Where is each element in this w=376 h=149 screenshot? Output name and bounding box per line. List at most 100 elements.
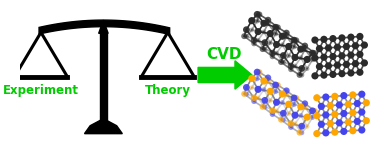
Circle shape [248,17,255,24]
Circle shape [310,57,315,62]
Circle shape [329,35,337,42]
Circle shape [293,37,299,43]
Circle shape [356,51,364,58]
Circle shape [311,37,318,44]
Circle shape [329,71,337,78]
Circle shape [288,67,294,72]
Circle shape [243,26,250,33]
Circle shape [291,102,297,107]
Circle shape [256,11,262,17]
Circle shape [358,91,365,98]
Circle shape [254,69,261,76]
Circle shape [267,88,274,95]
Circle shape [291,94,297,101]
Circle shape [268,41,273,45]
Circle shape [305,66,309,71]
Circle shape [260,77,267,85]
Circle shape [334,44,341,51]
Circle shape [291,112,299,119]
Circle shape [358,126,365,134]
Circle shape [336,119,343,127]
Circle shape [265,74,271,81]
Circle shape [278,59,284,65]
Text: Theory: Theory [145,84,191,97]
Circle shape [293,64,297,68]
Circle shape [278,117,284,123]
Circle shape [249,28,254,32]
Circle shape [298,65,305,72]
Circle shape [299,130,304,135]
Circle shape [318,121,325,128]
Text: Experiment: Experiment [3,84,79,97]
Circle shape [325,62,332,69]
Circle shape [297,72,303,78]
Circle shape [260,46,265,52]
FancyArrow shape [198,61,252,89]
Circle shape [288,63,294,69]
Circle shape [345,101,352,108]
Circle shape [265,21,271,26]
Circle shape [273,31,278,36]
Circle shape [280,52,287,59]
Circle shape [255,76,260,81]
Circle shape [316,63,323,70]
Circle shape [349,127,356,134]
Circle shape [338,70,346,77]
Circle shape [302,104,308,110]
Circle shape [299,113,303,118]
Circle shape [256,96,261,100]
Circle shape [285,43,292,50]
Circle shape [318,103,325,110]
Circle shape [322,129,329,136]
Circle shape [340,128,347,135]
Polygon shape [100,33,107,122]
Circle shape [279,33,286,40]
Circle shape [284,91,289,97]
Circle shape [275,82,281,88]
Circle shape [251,99,257,104]
Circle shape [283,30,290,36]
Circle shape [363,99,370,106]
Circle shape [285,101,292,108]
Circle shape [291,54,299,61]
Circle shape [255,18,260,23]
Circle shape [260,104,265,110]
Circle shape [313,130,320,137]
Circle shape [347,34,355,41]
Circle shape [349,109,356,116]
Circle shape [316,45,323,52]
Text: CVD: CVD [206,47,242,62]
Circle shape [356,69,364,76]
Circle shape [343,61,350,68]
Circle shape [347,51,355,59]
Circle shape [320,72,327,79]
Circle shape [260,20,267,27]
Circle shape [280,100,285,105]
Circle shape [262,47,267,52]
Circle shape [261,97,268,104]
Circle shape [352,42,359,49]
Circle shape [343,43,350,50]
Circle shape [293,95,299,101]
Circle shape [297,46,304,53]
Circle shape [256,69,262,75]
Circle shape [331,93,338,100]
Circle shape [340,110,347,117]
Circle shape [262,30,266,34]
Circle shape [298,123,305,130]
Circle shape [302,100,308,107]
Circle shape [349,91,356,98]
Circle shape [320,36,327,43]
Circle shape [334,62,341,69]
Circle shape [311,72,318,79]
Polygon shape [85,120,122,134]
Circle shape [322,111,329,119]
Circle shape [255,28,262,35]
Circle shape [309,107,316,114]
Circle shape [241,91,247,97]
Circle shape [354,100,361,107]
Circle shape [291,44,297,49]
Circle shape [273,41,280,48]
Circle shape [302,47,308,52]
Circle shape [251,37,257,43]
